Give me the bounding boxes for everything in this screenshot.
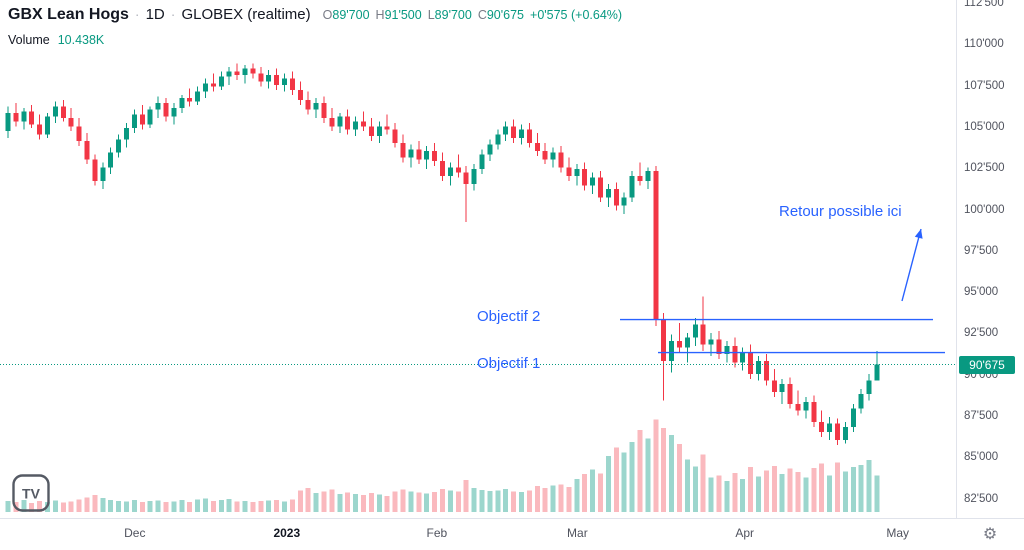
separator-dot: · — [134, 6, 140, 22]
volume-readout: Volume 10.438K — [8, 33, 104, 47]
ohlc-readout: O89'700 H91'500 L89'700 C90'675 +0'575 (… — [323, 8, 622, 22]
price-axis-label: 102'500 — [964, 162, 1005, 175]
price-axis-label: 112'500 — [964, 0, 1004, 9]
volume-label[interactable]: Volume — [8, 33, 50, 47]
settings-gear-icon[interactable]: ⚙ — [978, 523, 1002, 547]
time-axis-label: Apr — [735, 526, 755, 540]
price-axis-label: 82'500 — [964, 492, 999, 505]
price-axis-label: 92'500 — [964, 327, 999, 340]
symbol-name[interactable]: GBX Lean Hogs — [8, 6, 129, 23]
separator-dot: · — [170, 6, 176, 22]
tradingview-logo[interactable]: TV — [12, 474, 50, 512]
change-value: +0'575 (+0.64%) — [530, 8, 623, 22]
objectif1-label[interactable]: Objectif 1 — [477, 355, 541, 372]
time-axis-label: 2023 — [273, 526, 301, 540]
price-chart-canvas[interactable] — [0, 0, 956, 518]
open-label: O — [322, 8, 333, 22]
price-axis-label: 95'000 — [964, 286, 999, 299]
close-label: C — [477, 8, 487, 22]
price-axis-label: 97'500 — [964, 244, 999, 257]
price-axis[interactable]: 112'500 110'000 107'500 105'000 102'500 100'0… — [956, 0, 1024, 518]
svg-text:TV: TV — [22, 486, 41, 502]
time-axis[interactable]: Dec 2023 Feb Mar Apr May ⚙ — [0, 518, 1024, 550]
high-value: 91'500 — [384, 8, 422, 22]
last-price-tag: 90'675 — [959, 355, 1015, 374]
candles-layer — [5, 63, 880, 446]
high-label: H — [375, 8, 385, 22]
time-axis-label: May — [886, 526, 910, 540]
price-axis-label: 85'000 — [964, 451, 999, 464]
price-axis-label: 87'500 — [964, 410, 999, 422]
objectif2-label[interactable]: Objectif 2 — [477, 308, 541, 325]
chart-area[interactable]: GBX Lean Hogs · 1D · GLOBEX (realtime) O… — [0, 0, 956, 518]
close-value: 90'675 — [486, 8, 525, 22]
tradingview-logo-icon: TV — [12, 474, 50, 512]
price-axis-label: 105'000 — [964, 120, 1005, 133]
price-axis-label: 107'500 — [964, 79, 1005, 92]
retour-annotation-label[interactable]: Retour possible ici — [779, 203, 902, 220]
volume-value: 10.438K — [57, 33, 105, 47]
symbol-header: GBX Lean Hogs · 1D · GLOBEX (realtime) O… — [8, 6, 622, 24]
time-axis-label: Mar — [567, 526, 588, 540]
annotations-layer — [0, 228, 956, 366]
open-value: 89'700 — [332, 8, 370, 22]
time-axis-label: Feb — [426, 526, 448, 540]
price-axis-label: 100'000 — [964, 203, 1005, 216]
price-axis-label: 110'000 — [964, 38, 1004, 51]
low-value: 89'700 — [434, 8, 472, 22]
low-label: L — [427, 8, 435, 22]
volume-bars-layer — [5, 419, 880, 512]
time-axis-label: Dec — [124, 526, 146, 540]
exchange-label: GLOBEX (realtime) — [181, 6, 311, 23]
interval-label[interactable]: 1D — [145, 6, 165, 23]
